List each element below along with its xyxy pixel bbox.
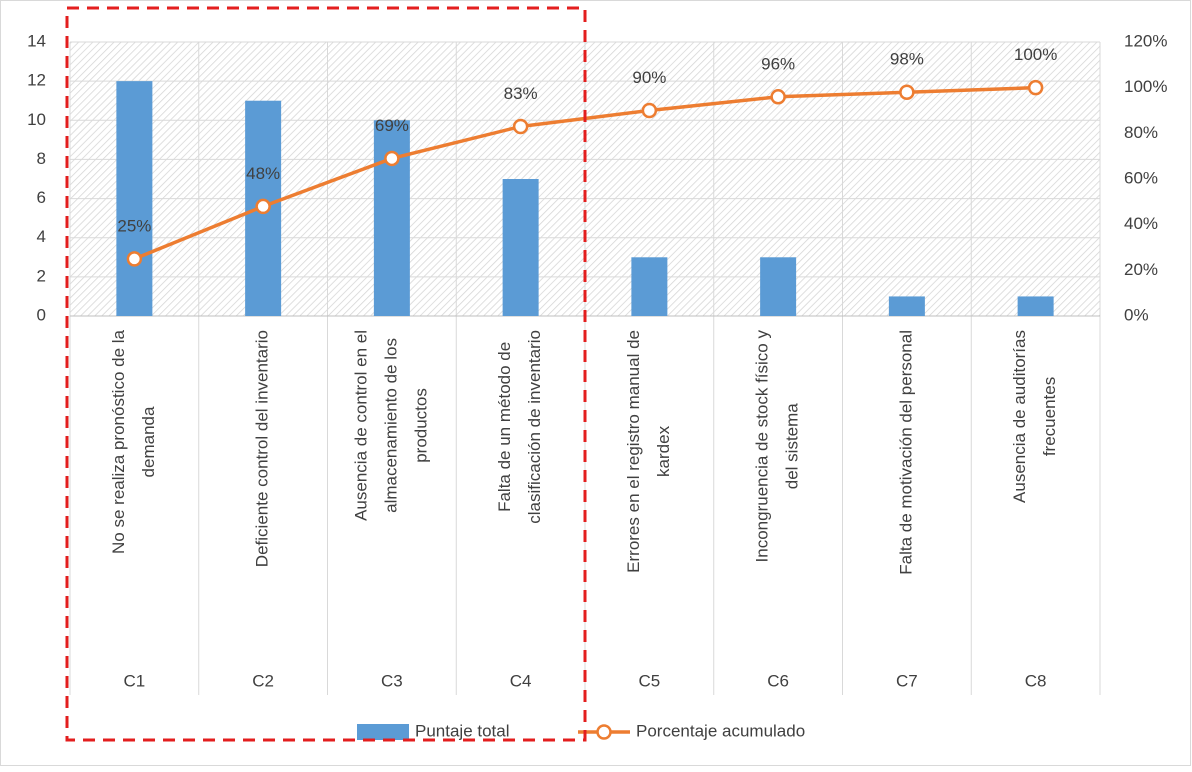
x-tick-label: C2 xyxy=(252,671,274,690)
legend-marker xyxy=(596,724,612,740)
data-label: 98% xyxy=(890,50,924,69)
category-description: Ausencia de auditorías xyxy=(1010,330,1029,503)
y2-tick-label: 20% xyxy=(1124,260,1158,279)
y-tick-label: 6 xyxy=(37,188,46,207)
bar xyxy=(888,296,925,316)
category-description: frecuentes xyxy=(1040,377,1059,456)
legend-label: Puntaje total xyxy=(415,721,510,740)
bar xyxy=(373,120,410,317)
legend-label: Porcentaje acumulado xyxy=(636,721,805,740)
x-tick-label: C5 xyxy=(639,671,661,690)
data-label: 48% xyxy=(246,164,280,183)
data-label: 90% xyxy=(632,68,666,87)
y2-tick-label: 0% xyxy=(1124,305,1149,324)
y2-tick-label: 120% xyxy=(1124,31,1167,50)
category-description: Deficiente control del inventario xyxy=(253,330,272,567)
data-label: 25% xyxy=(117,216,151,235)
category-description: del sistema xyxy=(783,403,802,490)
y-tick-label: 0 xyxy=(37,305,46,324)
highlight-box xyxy=(65,6,587,742)
y-tick-label: 2 xyxy=(37,266,46,285)
line-marker xyxy=(126,251,143,267)
line-marker xyxy=(1027,79,1044,96)
x-tick-label: C7 xyxy=(896,671,918,690)
category-description: productos xyxy=(411,388,430,463)
bar xyxy=(631,257,668,316)
category-description: almacenamiento de los xyxy=(381,338,400,513)
y-tick-label: 4 xyxy=(37,227,46,246)
y-tick-label: 14 xyxy=(27,31,46,50)
line-marker xyxy=(255,198,271,215)
category-description: Errores en el registro manual de xyxy=(624,330,643,573)
y-tick-label: 8 xyxy=(37,149,46,168)
category-description: Falta de un método de xyxy=(495,342,514,512)
x-tick-label: C1 xyxy=(124,671,146,690)
category-description: Incongruencia de stock físico y xyxy=(753,330,772,563)
data-label: 96% xyxy=(761,54,795,73)
x-tick-label: C6 xyxy=(767,671,789,690)
y2-tick-label: 40% xyxy=(1124,214,1158,233)
line-marker xyxy=(770,89,786,105)
bar xyxy=(1017,296,1054,316)
x-tick-label: C4 xyxy=(510,671,532,690)
category-description: kardex xyxy=(654,425,673,477)
y-tick-label: 10 xyxy=(27,110,46,129)
category-description: Falta de motivación del personal xyxy=(896,330,915,575)
line-marker xyxy=(899,84,915,100)
legend-swatch xyxy=(357,724,409,740)
data-label: 100% xyxy=(1014,45,1057,64)
category-description: demanda xyxy=(139,406,158,477)
y2-tick-label: 60% xyxy=(1124,168,1158,187)
line-marker xyxy=(512,118,529,135)
bar xyxy=(760,257,797,316)
y2-tick-label: 100% xyxy=(1124,77,1167,96)
category-description: Ausencia de control en el xyxy=(351,330,370,521)
category-description: No se realiza pronóstico de la xyxy=(109,329,128,554)
y2-tick-label: 80% xyxy=(1124,123,1158,142)
data-label: 83% xyxy=(504,84,538,103)
bar xyxy=(116,81,153,317)
line-marker xyxy=(641,102,658,119)
y-tick-label: 12 xyxy=(27,71,46,90)
x-tick-label: C8 xyxy=(1025,671,1047,690)
line-marker xyxy=(384,150,400,167)
bar xyxy=(502,179,539,316)
data-label: 69% xyxy=(375,116,409,135)
x-tick-label: C3 xyxy=(381,671,403,690)
category-description: clasificación de inventario xyxy=(525,330,544,524)
